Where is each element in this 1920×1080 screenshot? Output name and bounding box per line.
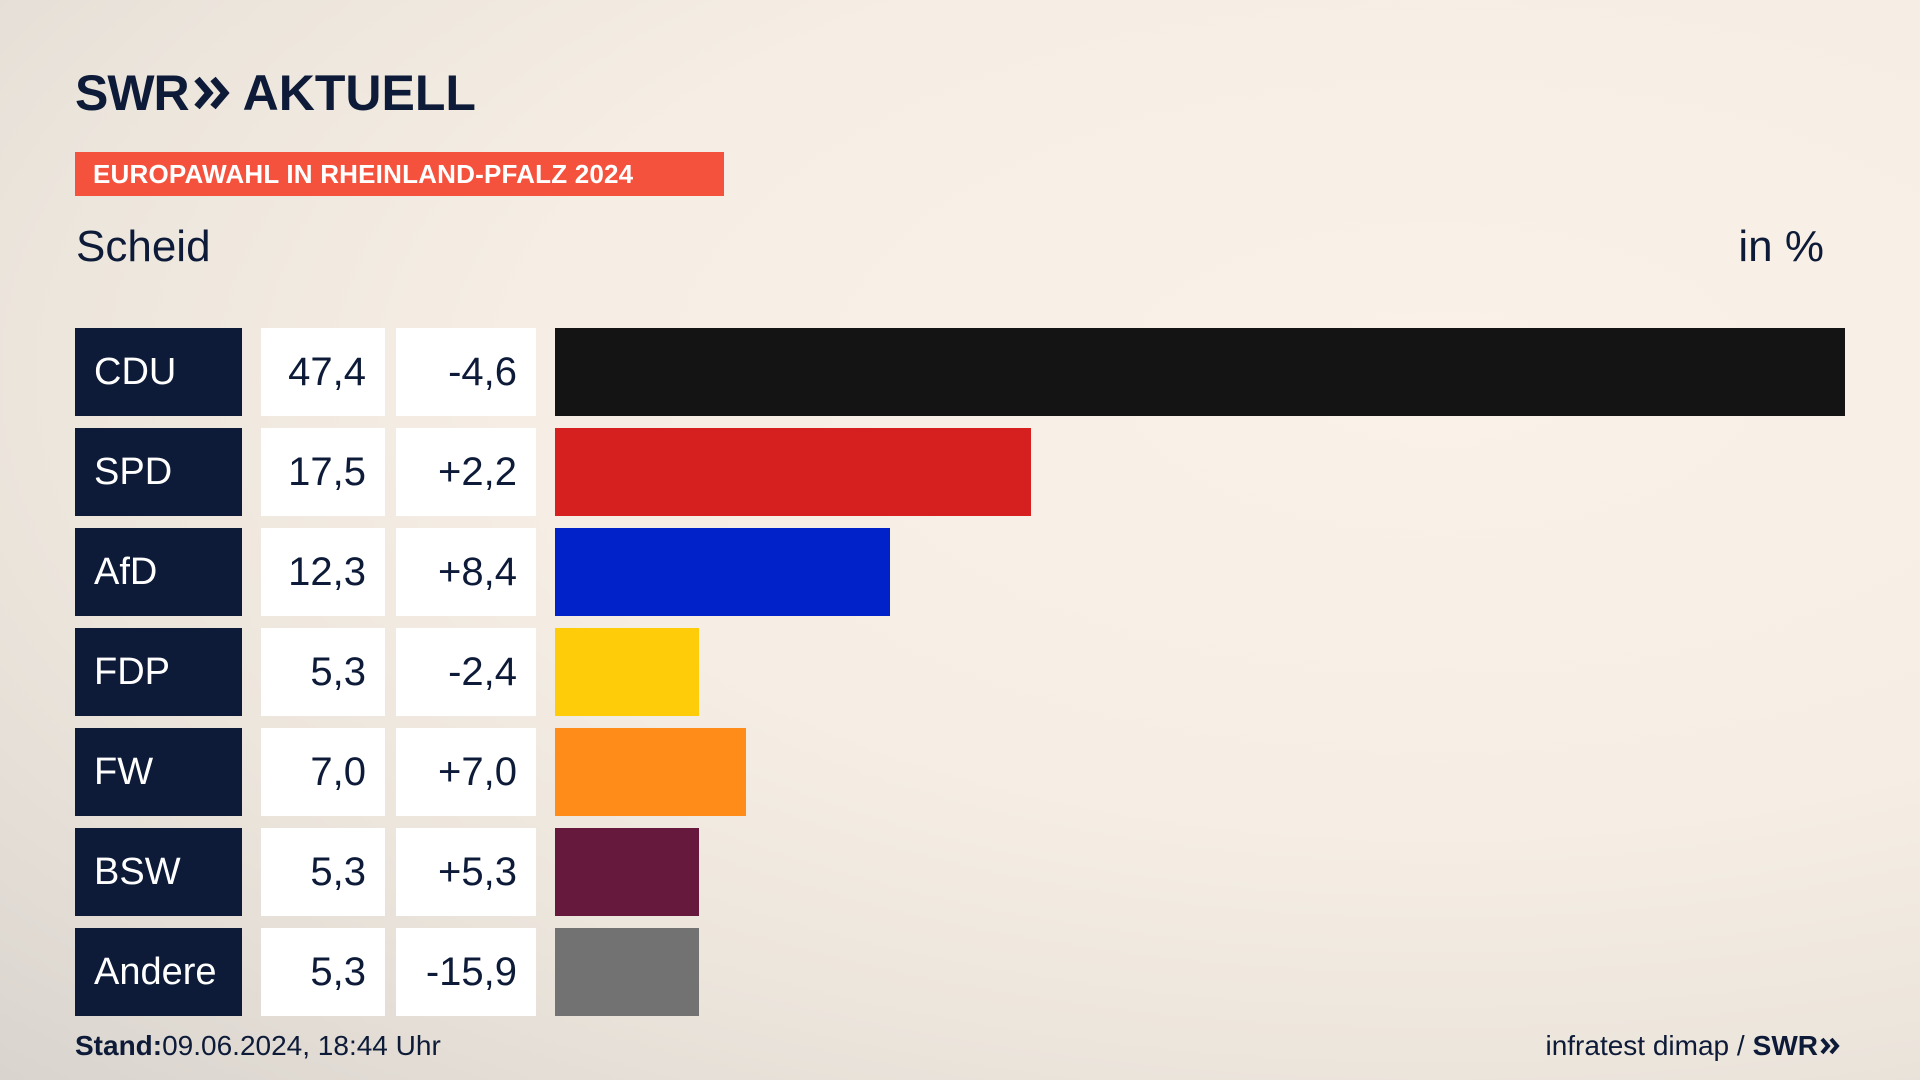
party-label: SPD (75, 428, 242, 516)
swr-aktuell-logo: SWR AKTUELL (75, 65, 476, 121)
unit-label: in % (1738, 222, 1824, 271)
vote-share-value: 5,3 (261, 928, 385, 1016)
timestamp: Stand:09.06.2024, 18:44 Uhr (75, 1030, 441, 1062)
vote-share-value: 12,3 (261, 528, 385, 616)
vote-share-bar (555, 428, 1031, 516)
vote-change-value: -15,9 (396, 928, 536, 1016)
party-label: FDP (75, 628, 242, 716)
election-banner: EUROPAWAHL IN RHEINLAND-PFALZ 2024 (75, 152, 724, 196)
vote-change-value: -4,6 (396, 328, 536, 416)
vote-change-value: +5,3 (396, 828, 536, 916)
vote-share-bar (555, 328, 1845, 416)
double-chevron-icon (193, 76, 230, 110)
source-swr-logo: SWR (1753, 1030, 1842, 1062)
source-swr-text: SWR (1752, 1030, 1818, 1061)
vote-share-bar (555, 628, 699, 716)
party-label: CDU (75, 328, 242, 416)
vote-share-value: 7,0 (261, 728, 385, 816)
vote-change-value: +7,0 (396, 728, 536, 816)
small-double-chevron-icon (1820, 1037, 1840, 1055)
vote-share-bar (555, 828, 699, 916)
vote-share-value: 17,5 (261, 428, 385, 516)
vote-share-bar (555, 528, 890, 616)
party-label: BSW (75, 828, 242, 916)
vote-change-value: -2,4 (396, 628, 536, 716)
stand-value: 09.06.2024, 18:44 Uhr (162, 1030, 441, 1061)
logo-aktuell-text: AKTUELL (242, 65, 476, 121)
vote-share-value: 47,4 (261, 328, 385, 416)
source-credit: infratest dimap / SWR (1545, 1030, 1842, 1062)
vote-change-value: +8,4 (396, 528, 536, 616)
source-text: infratest dimap / (1545, 1030, 1745, 1061)
party-label: FW (75, 728, 242, 816)
party-label: Andere (75, 928, 242, 1016)
logo-swr-text: SWR (75, 65, 190, 121)
region-title: Scheid (76, 222, 211, 271)
vote-share-value: 5,3 (261, 828, 385, 916)
vote-change-value: +2,2 (396, 428, 536, 516)
vote-share-value: 5,3 (261, 628, 385, 716)
stand-label: Stand: (75, 1030, 163, 1061)
vote-share-bar (555, 928, 699, 1016)
vote-share-bar (555, 728, 746, 816)
party-label: AfD (75, 528, 242, 616)
